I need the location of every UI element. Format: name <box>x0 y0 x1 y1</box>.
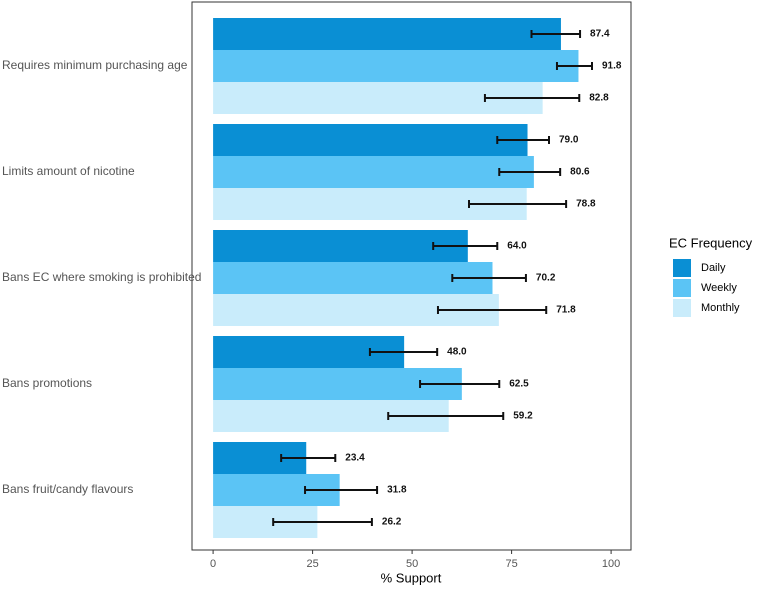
panel <box>191 1 632 551</box>
value-label: 31.8 <box>387 485 407 496</box>
value-label: 71.8 <box>556 305 576 316</box>
value-label: 78.8 <box>576 199 596 210</box>
category-label: Limits amount of nicotine <box>2 164 135 178</box>
bar <box>213 156 534 188</box>
category-label: Bans EC where smoking is prohibited <box>2 270 201 284</box>
bar <box>213 50 579 82</box>
value-label: 64.0 <box>507 241 527 252</box>
x-axis-title: % Support <box>381 570 442 585</box>
category-label: Bans fruit/candy flavours <box>2 482 133 496</box>
legend-key <box>673 299 691 317</box>
category-label: Requires minimum purchasing age <box>2 58 188 72</box>
category-label: Bans promotions <box>2 376 92 390</box>
error-bar <box>432 242 499 250</box>
legend-label: Monthly <box>701 302 740 314</box>
value-label: 87.4 <box>590 29 610 40</box>
x-tick-label: 100 <box>602 558 620 570</box>
value-label: 48.0 <box>447 347 467 358</box>
error-bar <box>304 486 379 494</box>
value-label: 82.8 <box>589 93 609 104</box>
error-bar <box>483 94 581 102</box>
x-tick-label: 25 <box>306 558 318 570</box>
legend-label: Weekly <box>701 282 737 294</box>
value-label: 80.6 <box>570 167 590 178</box>
error-bar <box>280 454 337 462</box>
legend-title: EC Frequency <box>669 235 753 250</box>
value-label: 59.2 <box>513 411 533 422</box>
value-label: 70.2 <box>536 273 556 284</box>
error-bar <box>555 62 593 70</box>
error-bar <box>387 412 505 420</box>
error-bar <box>419 380 501 388</box>
error-bar <box>272 518 373 526</box>
value-label: 23.4 <box>345 453 365 464</box>
error-bar <box>368 348 439 356</box>
legend-label: Daily <box>701 262 726 274</box>
value-label: 91.8 <box>602 61 622 72</box>
x-tick-label: 50 <box>406 558 418 570</box>
x-tick-label: 75 <box>505 558 517 570</box>
error-bar <box>451 274 527 282</box>
error-bar <box>468 200 568 208</box>
error-bar <box>498 168 562 176</box>
x-tick-label: 0 <box>210 558 216 570</box>
value-label: 62.5 <box>509 379 529 390</box>
error-bar <box>530 30 582 38</box>
legend-key <box>673 279 691 297</box>
error-bar <box>436 306 548 314</box>
error-bar <box>496 136 551 144</box>
bar <box>213 262 493 294</box>
value-label: 26.2 <box>382 517 402 528</box>
legend-key <box>673 259 691 277</box>
bar <box>213 230 468 262</box>
bar <box>213 18 561 50</box>
bar <box>213 124 528 156</box>
value-label: 79.0 <box>559 135 579 146</box>
